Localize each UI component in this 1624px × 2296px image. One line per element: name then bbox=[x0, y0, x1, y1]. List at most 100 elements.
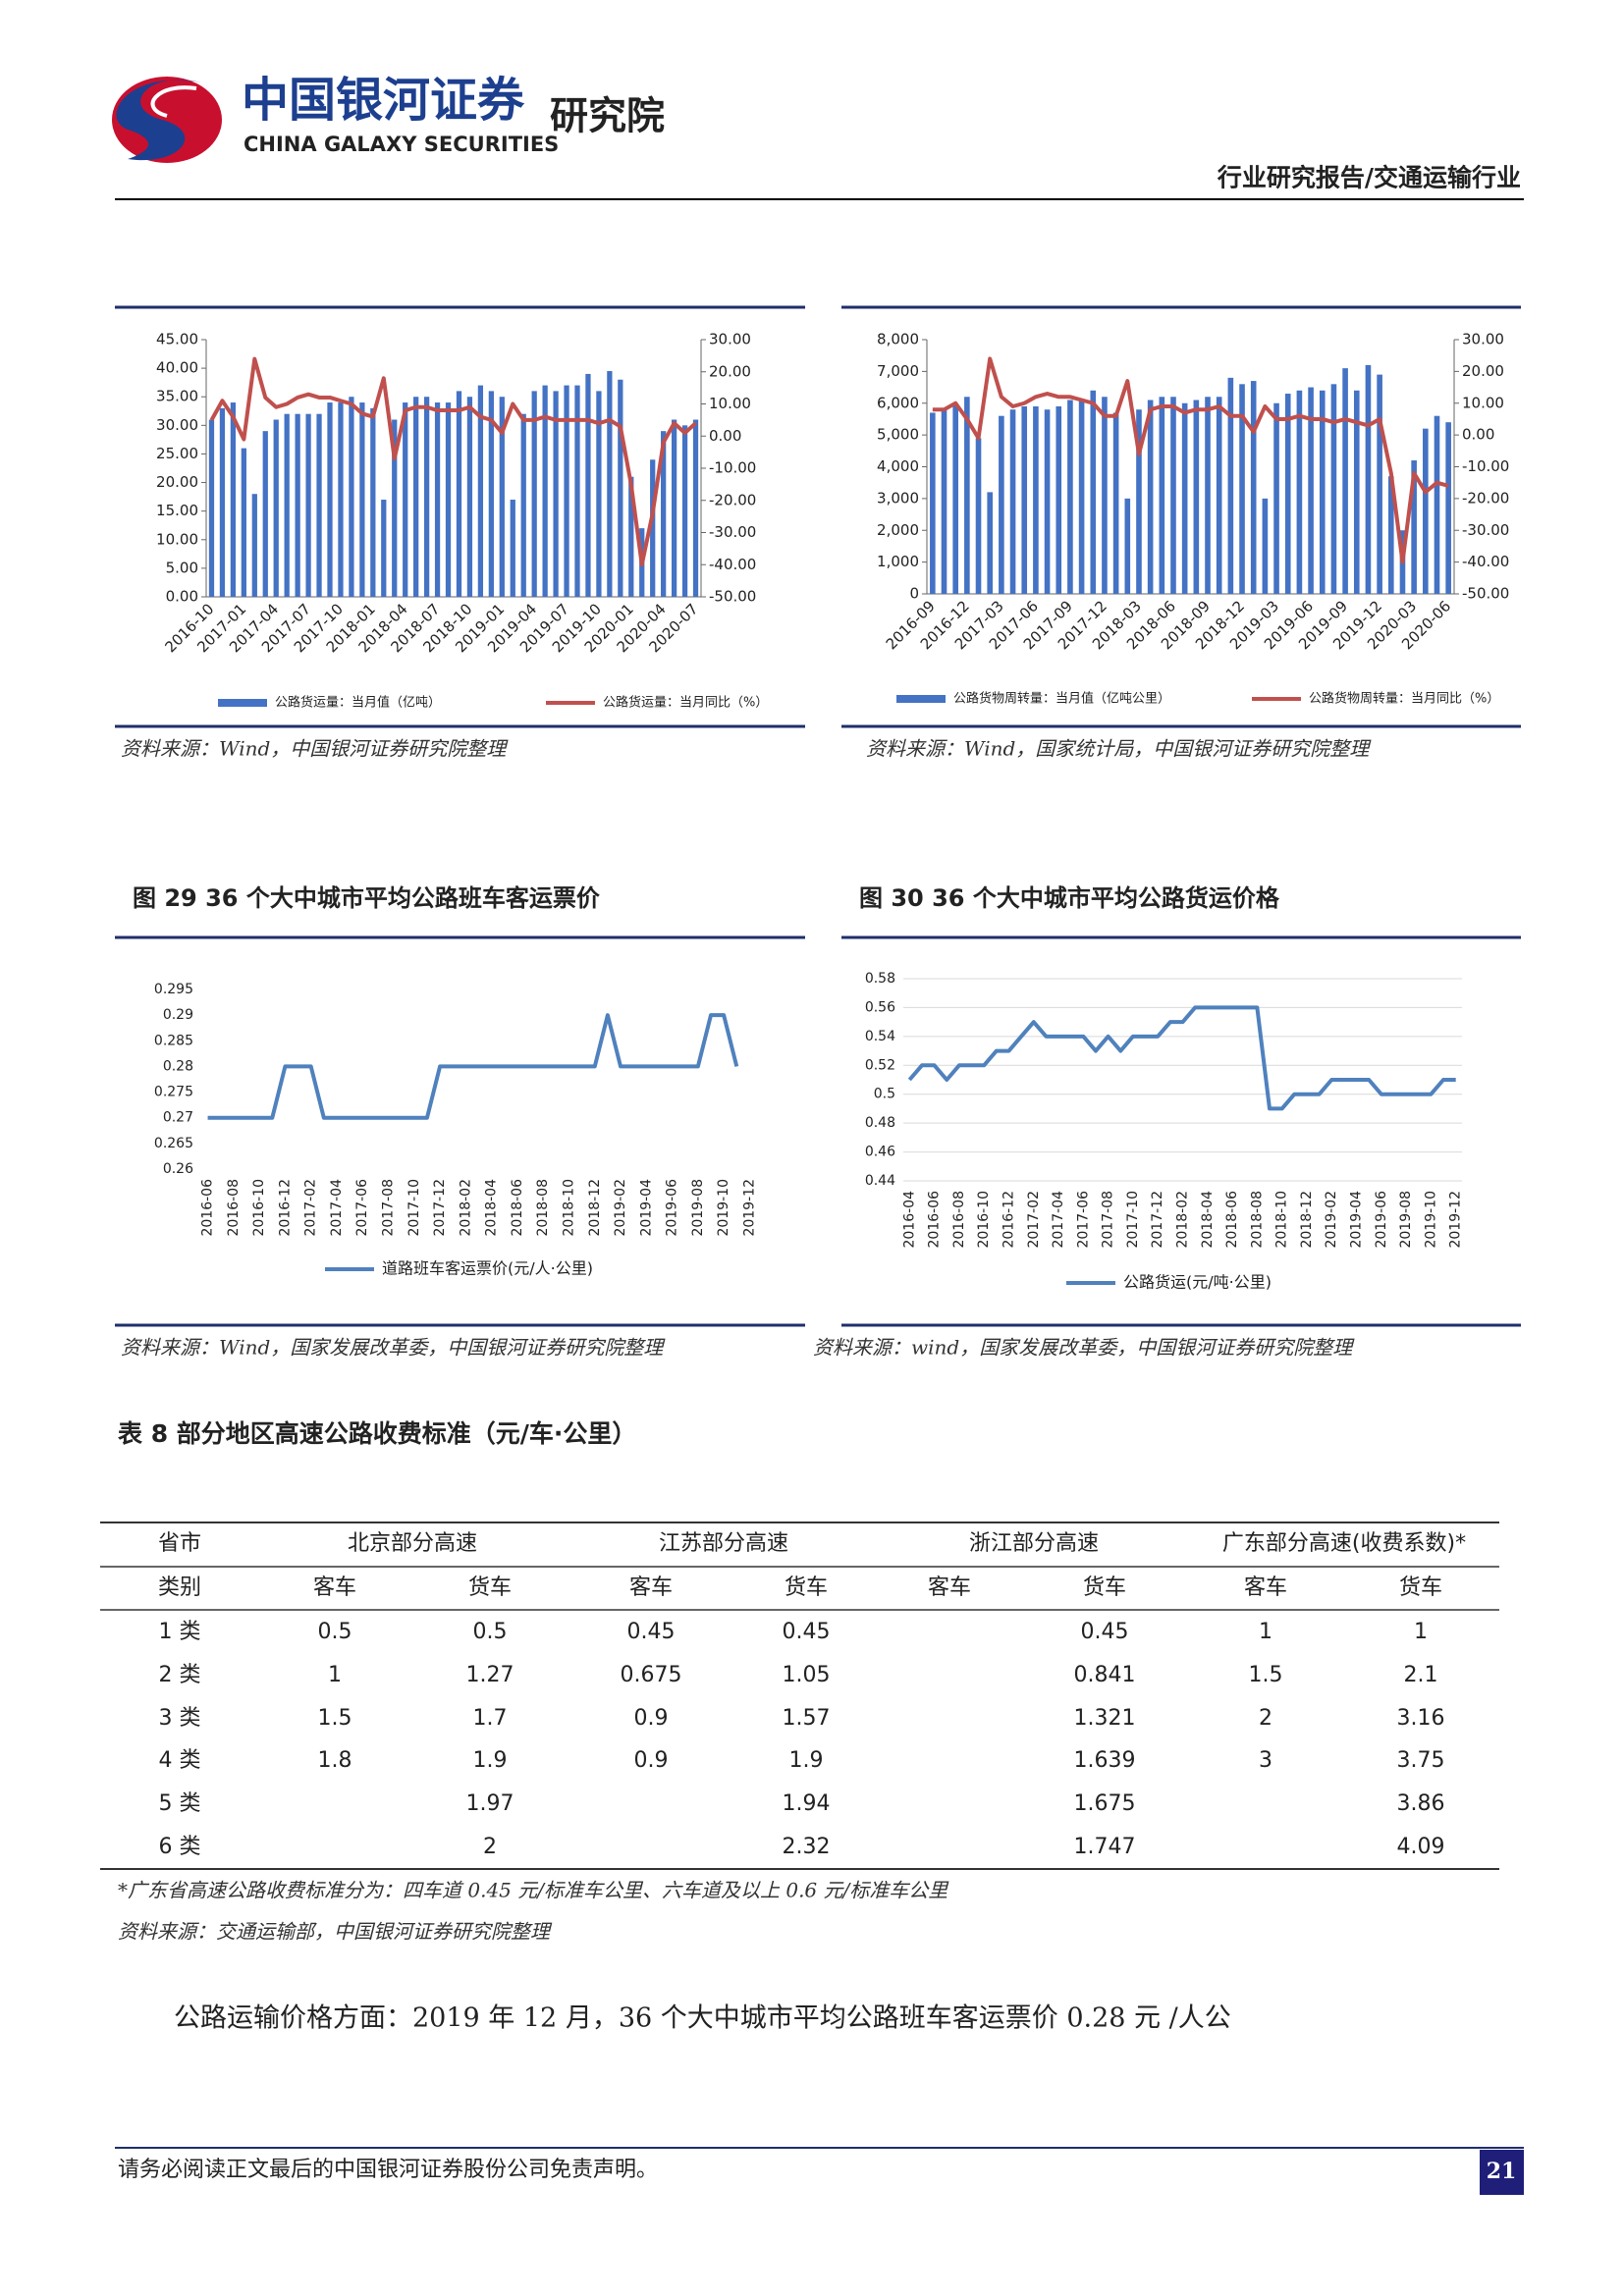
tick-label: 0.58 bbox=[865, 971, 895, 987]
table-column-header: 货车 bbox=[1399, 1575, 1442, 1600]
table-cell: 0.9 bbox=[634, 1706, 669, 1731]
bar bbox=[1239, 384, 1245, 594]
x-tick-label: 2018-08 bbox=[535, 1179, 551, 1237]
bar bbox=[1067, 400, 1073, 594]
table-cell: 1.27 bbox=[466, 1663, 514, 1687]
x-tick-label: 2019-04 bbox=[1349, 1191, 1365, 1249]
table-cell: 3.75 bbox=[1397, 1748, 1445, 1773]
bar bbox=[1411, 460, 1417, 594]
bar bbox=[1170, 397, 1176, 594]
bar bbox=[1273, 402, 1279, 594]
x-tick-label: 2018-08 bbox=[1249, 1191, 1265, 1249]
x-tick-label: 2016-12 bbox=[277, 1179, 293, 1237]
bar bbox=[359, 402, 365, 597]
table-cell: 0.5 bbox=[473, 1620, 508, 1644]
tick-label: 0.44 bbox=[865, 1173, 895, 1189]
bar bbox=[553, 391, 559, 597]
bar bbox=[445, 402, 452, 597]
logo-cn: 中国银河证券 bbox=[242, 73, 525, 128]
x-tick-label: 2017-08 bbox=[1101, 1191, 1116, 1249]
bar bbox=[241, 448, 246, 597]
tick-label: -40.00 bbox=[1462, 553, 1509, 570]
table-cell: 0.9 bbox=[634, 1748, 669, 1773]
table-rules bbox=[100, 1522, 1499, 1870]
bar bbox=[1033, 405, 1039, 594]
x-tick-label: 2016-12 bbox=[1001, 1191, 1016, 1249]
bar bbox=[262, 431, 268, 597]
bar bbox=[1216, 397, 1222, 594]
bar bbox=[1262, 498, 1269, 594]
legend-label: 公路货运量：当月值（亿吨） bbox=[275, 695, 441, 711]
tick-label: 20.00 bbox=[709, 362, 751, 380]
logo bbox=[112, 77, 222, 163]
tick-label: -10.00 bbox=[709, 459, 756, 477]
table-cell: 2.1 bbox=[1404, 1663, 1438, 1687]
bar bbox=[338, 402, 344, 597]
bar bbox=[1056, 405, 1062, 594]
bar bbox=[392, 419, 398, 597]
tick-label: 0.28 bbox=[163, 1058, 193, 1074]
table-title: 表 8 部分地区高速公路收费标准（元/车·公里） bbox=[118, 1419, 636, 1448]
bar bbox=[650, 459, 656, 597]
bar bbox=[1090, 390, 1097, 594]
table-group-header: 北京部分高速 bbox=[348, 1531, 477, 1556]
bar bbox=[1445, 422, 1451, 594]
bar bbox=[403, 402, 408, 597]
table-cell: 0.675 bbox=[621, 1663, 682, 1687]
tick-label: -20.00 bbox=[1462, 489, 1509, 507]
table-cell: 1.05 bbox=[783, 1663, 831, 1687]
table-column-header: 客车 bbox=[928, 1575, 971, 1600]
x-tick-label: 2016-08 bbox=[226, 1179, 242, 1237]
tick-label: 0.265 bbox=[154, 1136, 193, 1151]
line bbox=[207, 1013, 739, 1120]
bar bbox=[671, 419, 677, 597]
tick-label: 0.00 bbox=[166, 588, 198, 606]
tick-label: 0.52 bbox=[865, 1057, 895, 1073]
tick-label: 0.295 bbox=[154, 982, 193, 997]
bar bbox=[1353, 390, 1360, 594]
bar bbox=[952, 402, 958, 594]
bar bbox=[975, 438, 982, 594]
page-number-box bbox=[1480, 2150, 1524, 2195]
tick-label: 0.46 bbox=[865, 1145, 895, 1160]
x-tick-label: 2017-12 bbox=[432, 1179, 448, 1237]
page-number: 21 bbox=[1487, 2159, 1517, 2184]
x-tick-label: 2018-02 bbox=[458, 1179, 473, 1237]
table-cell: 1.9 bbox=[789, 1748, 824, 1773]
tick-label: 45.00 bbox=[156, 331, 198, 348]
tick-label: 0.27 bbox=[163, 1110, 193, 1126]
table-cell: 4.09 bbox=[1397, 1835, 1445, 1859]
table-cell: 3 类 bbox=[159, 1706, 201, 1731]
table-cell: 1.747 bbox=[1074, 1835, 1136, 1859]
tick-label: -50.00 bbox=[1462, 585, 1509, 603]
x-tick-label: 2019-02 bbox=[613, 1179, 628, 1237]
bar bbox=[488, 391, 494, 597]
figure-title: 图 29 36 个大中城市平均公路班车客运票价 bbox=[133, 884, 601, 912]
tick-label: 20.00 bbox=[1462, 362, 1504, 380]
table-cell: 0.841 bbox=[1074, 1663, 1136, 1687]
x-tick-label: 2019-02 bbox=[1324, 1191, 1339, 1249]
bar bbox=[413, 397, 419, 597]
bar bbox=[1147, 400, 1154, 594]
bar bbox=[1102, 397, 1108, 594]
bar bbox=[434, 402, 441, 597]
x-tick-label: 2019-12 bbox=[1448, 1191, 1464, 1249]
table-cell: 2.32 bbox=[783, 1835, 831, 1859]
bar bbox=[1377, 374, 1382, 594]
disclaimer: 请务必阅读正文最后的中国银河证券股份公司免责声明。 bbox=[118, 2158, 658, 2182]
bar bbox=[1387, 476, 1394, 594]
tick-label: 0.00 bbox=[1462, 426, 1494, 444]
table-cell: 1.57 bbox=[783, 1706, 831, 1731]
tick-label: 0.26 bbox=[163, 1161, 193, 1177]
bar bbox=[628, 476, 634, 597]
tick-label: 25.00 bbox=[156, 445, 198, 462]
table-cell: 1.9 bbox=[473, 1748, 508, 1773]
paragraph: 公路运输价格方面：2019 年 12 月，36 个大中城市平均公路班车客运票价 … bbox=[174, 2003, 1231, 2034]
tick-label: 10.00 bbox=[709, 395, 751, 412]
bar bbox=[305, 413, 311, 597]
logo-en: CHINA GALAXY SECURITIES bbox=[244, 133, 559, 156]
table-cell: 0.45 bbox=[627, 1620, 676, 1644]
x-tick-label: 2017-04 bbox=[1051, 1191, 1066, 1249]
bar bbox=[1434, 415, 1440, 594]
